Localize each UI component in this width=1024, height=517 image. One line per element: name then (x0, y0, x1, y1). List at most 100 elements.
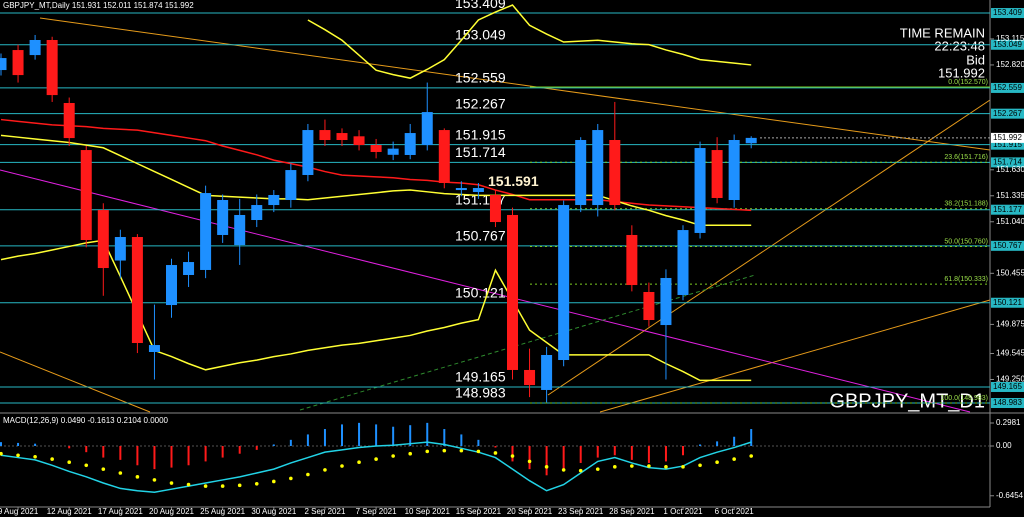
x-tick-label: 30 Aug 2021 (251, 507, 296, 516)
candle-body (166, 265, 177, 306)
signal-dot (510, 454, 515, 458)
candle-body (745, 137, 757, 144)
signal-dot (50, 457, 54, 461)
candle-body (626, 234, 638, 286)
candle-body (251, 205, 263, 221)
axis-box (991, 157, 1024, 168)
signal-dot (595, 467, 600, 471)
candle-body (336, 133, 348, 141)
axis-box-label: 151.714 (993, 157, 1022, 166)
signal-dot (220, 484, 225, 488)
signal-dot (698, 463, 702, 468)
y-tick-label: 151.630 (996, 165, 1024, 174)
axis-box-label: 152.267 (993, 109, 1022, 118)
axis-box (991, 139, 1024, 150)
axis-box-label: 150.121 (993, 298, 1022, 307)
y-tick-label: 149.545 (996, 349, 1024, 358)
candle-body (234, 214, 246, 246)
candle-body (728, 140, 740, 201)
candle-body (80, 150, 92, 241)
bid-label: Bid (966, 52, 985, 67)
x-tick-label: 2 Sep 2021 (304, 507, 345, 516)
signal-dot (186, 482, 191, 487)
x-tick-label: 7 Sep 2021 (356, 507, 397, 516)
indicator-line (0, 134, 752, 227)
axis-box (991, 8, 1024, 19)
level-label: 151.714 (455, 144, 506, 160)
candle-body (200, 193, 212, 270)
symbol: GBPJPY_MT_D1 (829, 390, 985, 412)
candle-body (370, 145, 382, 152)
x-tick-label: 28 Sep 2021 (609, 507, 655, 516)
axis-box (991, 297, 1024, 308)
signal-dot (476, 449, 481, 454)
axis-box-label: 153.409 (993, 8, 1022, 17)
signal-dot (84, 463, 89, 468)
trendline (299, 274, 756, 411)
trendline (39, 17, 991, 151)
y-tick-label: 152.820 (996, 60, 1024, 69)
candle-body (285, 170, 297, 201)
fib-label: 61.8(150.333) (944, 276, 988, 283)
signal-dot (544, 465, 549, 469)
fib-label: 23.6(151.716) (944, 154, 988, 161)
level-label: 148.983 (455, 385, 506, 401)
candle-body (183, 262, 195, 275)
signal-dot (749, 454, 753, 458)
signal-dot (340, 464, 344, 468)
axis-box-label: 153.049 (993, 40, 1022, 49)
x-tick-label: 25 Aug 2021 (200, 507, 245, 516)
axis-box (991, 82, 1024, 93)
signal-dot (254, 481, 259, 486)
signal-dot (272, 479, 276, 484)
signal-dot (493, 451, 498, 455)
signal-dot (289, 476, 293, 481)
candle-body (541, 354, 553, 390)
macd-line (0, 441, 752, 494)
signal-dot (613, 465, 617, 469)
signal-dot (16, 453, 20, 458)
signal-dot (169, 481, 174, 485)
signal-dot (101, 467, 106, 471)
x-tick-label: 10 Sep 2021 (405, 507, 451, 516)
signal-dot (647, 464, 651, 468)
x-tick-label: 20 Aug 2021 (149, 507, 194, 516)
axis-box (991, 39, 1024, 50)
y-tick-label: 0.2981 (996, 418, 1021, 427)
fib-label: 50.0(150.760) (944, 238, 988, 245)
candle-body (131, 237, 143, 344)
macd-title: MACD(12,26,9) 0.0490 -0.1613 0.2104 0.00… (3, 416, 169, 425)
axis-box (991, 240, 1024, 251)
candle-body (421, 112, 433, 146)
axis-box-label: 150.767 (993, 241, 1022, 250)
fib-label: 0.0(152.570) (948, 79, 988, 86)
candle-body (387, 148, 399, 155)
candle-body (268, 194, 280, 206)
axis-box-label: 151.177 (993, 205, 1022, 214)
trendline (0, 351, 151, 413)
axis-box (991, 398, 1024, 409)
y-tick-label: 153.115 (996, 34, 1024, 43)
timer: 22:23:48 (934, 38, 985, 53)
level-label: 152.267 (455, 95, 506, 111)
x-tick-label: 17 Aug 2021 (98, 507, 143, 516)
level-label: 151.915 (455, 126, 506, 142)
x-tick-label: 9 Aug 2021 (0, 507, 39, 516)
candle-body (694, 148, 706, 233)
timer-label: TIME REMAIN (900, 25, 985, 40)
axis-box-label: 149.165 (993, 382, 1022, 391)
axis-box-label: 152.559 (993, 83, 1022, 92)
candle-body (404, 133, 416, 155)
trendline (0, 169, 971, 413)
candle-body (319, 130, 331, 141)
x-tick-label: 12 Aug 2021 (47, 507, 92, 516)
candle-body (97, 210, 109, 269)
x-tick-label: 15 Sep 2021 (456, 507, 502, 516)
candle-body (217, 200, 229, 235)
indicator-line (0, 239, 752, 382)
axis-box (991, 108, 1024, 119)
signal-dot (527, 459, 532, 464)
signal-dot (323, 468, 327, 472)
candle-body (677, 230, 689, 295)
